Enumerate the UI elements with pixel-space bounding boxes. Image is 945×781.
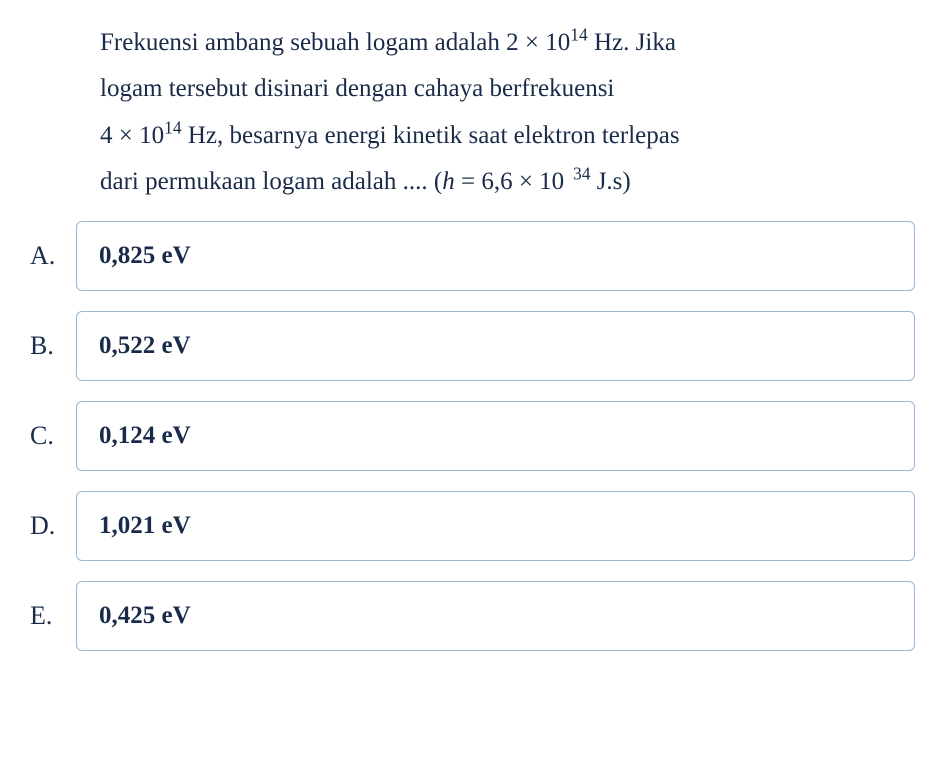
q-l4h: h <box>442 168 455 195</box>
option-row: D. 1,021 eV <box>30 491 915 561</box>
question-text: Frekuensi ambang sebuah logam adalah 2 ×… <box>100 20 895 205</box>
option-row: B. 0,522 eV <box>30 311 915 381</box>
option-row: C. 0,124 eV <box>30 401 915 471</box>
option-box-a[interactable]: 0,825 eV <box>76 221 915 291</box>
option-letter: D. <box>30 511 68 541</box>
q-l4b: = 6,6 × 10 <box>455 168 564 195</box>
option-row: E. 0,425 eV <box>30 581 915 651</box>
q-l1a: Frekuensi ambang sebuah logam adalah <box>100 29 506 56</box>
option-letter: A. <box>30 241 68 271</box>
option-row: A. 0,825 eV <box>30 221 915 291</box>
option-box-c[interactable]: 0,124 eV <box>76 401 915 471</box>
option-box-e[interactable]: 0,425 eV <box>76 581 915 651</box>
q-l1exp: 14 <box>570 25 588 45</box>
options-list: A. 0,825 eV B. 0,522 eV C. 0,124 eV D. 1… <box>30 221 915 651</box>
q-l2: logam tersebut disinari dengan cahaya be… <box>100 75 614 102</box>
q-l3a: 4 × 10 <box>100 122 164 149</box>
q-l3b: Hz, besarnya energi kinetik saat elektro… <box>182 122 680 149</box>
q-l1c: Hz. Jika <box>588 29 676 56</box>
option-box-d[interactable]: 1,021 eV <box>76 491 915 561</box>
option-letter: E. <box>30 601 68 631</box>
q-l4a: dari permukaan logam adalah .... ( <box>100 168 442 195</box>
option-box-b[interactable]: 0,522 eV <box>76 311 915 381</box>
q-l1b: 2 × 10 <box>506 29 570 56</box>
option-letter: C. <box>30 421 68 451</box>
option-letter: B. <box>30 331 68 361</box>
q-l4exp: 34 <box>564 163 590 183</box>
q-l4c: J.s) <box>590 168 630 195</box>
q-l3exp: 14 <box>164 117 182 137</box>
